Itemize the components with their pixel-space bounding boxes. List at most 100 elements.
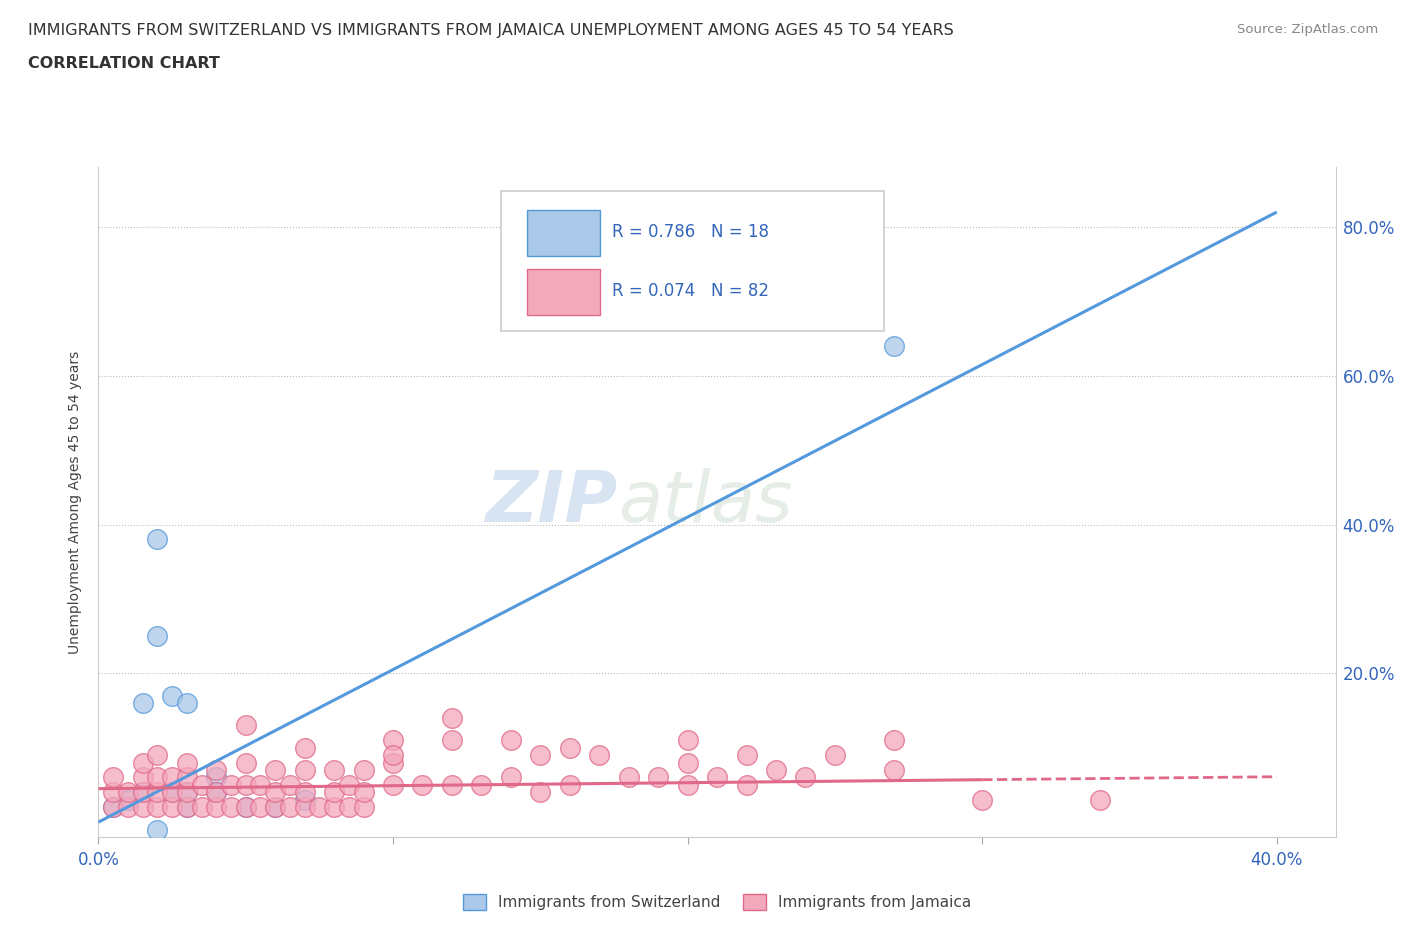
Point xyxy=(176,770,198,785)
Point xyxy=(146,822,169,837)
Point xyxy=(676,755,699,770)
Point xyxy=(278,800,301,815)
Point xyxy=(176,800,198,815)
Point xyxy=(883,339,905,353)
Point xyxy=(235,800,257,815)
Point xyxy=(323,763,346,777)
Point xyxy=(440,777,463,792)
Point xyxy=(529,748,551,763)
Point xyxy=(146,785,169,800)
Legend: Immigrants from Switzerland, Immigrants from Jamaica: Immigrants from Switzerland, Immigrants … xyxy=(457,888,977,916)
Point xyxy=(382,755,405,770)
Point xyxy=(499,733,522,748)
Point xyxy=(190,777,212,792)
Point xyxy=(131,785,153,800)
Point xyxy=(617,770,640,785)
Text: CORRELATION CHART: CORRELATION CHART xyxy=(28,56,219,71)
Point xyxy=(337,800,360,815)
Point xyxy=(176,785,198,800)
Point xyxy=(117,785,139,800)
Y-axis label: Unemployment Among Ages 45 to 54 years: Unemployment Among Ages 45 to 54 years xyxy=(69,351,83,654)
Point xyxy=(824,748,846,763)
Text: R = 0.786   N = 18: R = 0.786 N = 18 xyxy=(612,223,769,242)
Point xyxy=(219,800,242,815)
Point xyxy=(205,770,228,785)
Point xyxy=(205,763,228,777)
Text: atlas: atlas xyxy=(619,468,793,537)
Point xyxy=(205,785,228,800)
Point xyxy=(235,718,257,733)
Point xyxy=(883,763,905,777)
Point xyxy=(235,800,257,815)
FancyBboxPatch shape xyxy=(501,191,884,331)
Point xyxy=(264,763,287,777)
Point xyxy=(676,733,699,748)
Point xyxy=(176,696,198,711)
Point xyxy=(294,785,316,800)
FancyBboxPatch shape xyxy=(526,209,599,256)
Point xyxy=(160,770,183,785)
Point xyxy=(235,777,257,792)
Point xyxy=(160,800,183,815)
Point xyxy=(131,800,153,815)
Point xyxy=(440,733,463,748)
Point xyxy=(794,770,817,785)
Point xyxy=(353,785,375,800)
Point xyxy=(146,532,169,547)
Point xyxy=(117,800,139,815)
Point xyxy=(382,748,405,763)
Point xyxy=(131,770,153,785)
Point xyxy=(278,777,301,792)
Point xyxy=(249,800,271,815)
Point xyxy=(264,785,287,800)
Point xyxy=(101,800,124,815)
Point xyxy=(323,785,346,800)
Point xyxy=(470,777,492,792)
Point xyxy=(706,770,728,785)
Point xyxy=(146,748,169,763)
Point xyxy=(146,800,169,815)
Point xyxy=(101,770,124,785)
Point xyxy=(499,770,522,785)
Point xyxy=(647,770,669,785)
Point xyxy=(765,763,787,777)
Point xyxy=(735,777,758,792)
Point xyxy=(294,800,316,815)
Point xyxy=(117,792,139,807)
Point xyxy=(337,777,360,792)
Text: Source: ZipAtlas.com: Source: ZipAtlas.com xyxy=(1237,23,1378,36)
Point xyxy=(160,785,183,800)
Point xyxy=(972,792,994,807)
Point xyxy=(264,800,287,815)
Point xyxy=(382,777,405,792)
Point xyxy=(146,629,169,644)
Point xyxy=(176,755,198,770)
Point xyxy=(676,777,699,792)
Point xyxy=(558,777,581,792)
Point xyxy=(440,711,463,725)
Point xyxy=(131,785,153,800)
Point xyxy=(131,755,153,770)
Point xyxy=(131,696,153,711)
Point xyxy=(219,777,242,792)
Point xyxy=(558,740,581,755)
Text: IMMIGRANTS FROM SWITZERLAND VS IMMIGRANTS FROM JAMAICA UNEMPLOYMENT AMONG AGES 4: IMMIGRANTS FROM SWITZERLAND VS IMMIGRANT… xyxy=(28,23,953,38)
Point xyxy=(353,800,375,815)
FancyBboxPatch shape xyxy=(526,269,599,314)
Point xyxy=(205,785,228,800)
Point xyxy=(160,785,183,800)
Point xyxy=(176,785,198,800)
Point xyxy=(411,777,433,792)
Point xyxy=(735,748,758,763)
Point xyxy=(235,755,257,770)
Point xyxy=(264,800,287,815)
Point xyxy=(249,777,271,792)
Point xyxy=(101,785,124,800)
Point xyxy=(353,763,375,777)
Point xyxy=(190,800,212,815)
Point xyxy=(101,800,124,815)
Point xyxy=(382,733,405,748)
Text: ZIP: ZIP xyxy=(486,468,619,537)
Point xyxy=(294,792,316,807)
Point xyxy=(1088,792,1111,807)
